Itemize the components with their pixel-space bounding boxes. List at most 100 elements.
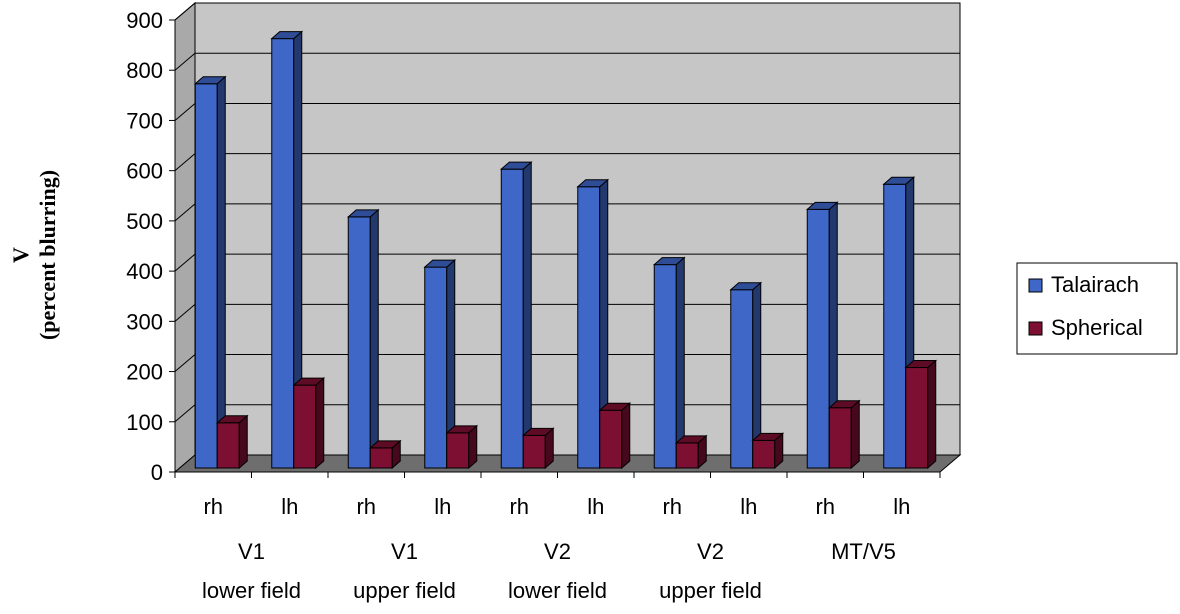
bar-side — [216, 75, 226, 470]
group-label-line2: upper field — [353, 578, 456, 603]
x-tick-label: rh — [509, 494, 529, 519]
legend-swatch — [1028, 321, 1043, 336]
y-tick-label: 500 — [126, 209, 163, 234]
bar-top — [368, 440, 402, 449]
bar-front — [828, 407, 852, 469]
bar-top — [576, 179, 610, 188]
bar-top — [292, 377, 326, 386]
bar-spherical-4 — [521, 427, 555, 470]
bar-top — [346, 209, 380, 218]
y-axis-label-line1: V — [8, 247, 33, 263]
legend-label: Spherical — [1051, 315, 1143, 340]
bar-front — [293, 384, 317, 469]
bar-side — [315, 377, 325, 470]
bar-side — [238, 414, 248, 470]
legend: Talairach Spherical — [1016, 262, 1178, 355]
x-tick-label: rh — [203, 494, 223, 519]
bar-spherical-8 — [827, 399, 861, 470]
bars — [193, 30, 938, 470]
bar-top — [729, 282, 763, 291]
bar-front — [446, 432, 470, 469]
bar-front — [424, 266, 448, 469]
gridline — [174, 52, 960, 71]
legend-box — [1016, 262, 1178, 355]
bar-top — [598, 402, 632, 411]
bar-talairach-8 — [805, 201, 839, 470]
y-tick-label: 200 — [126, 360, 163, 385]
bar-top — [521, 427, 555, 436]
x-tick-label: lh — [740, 494, 757, 519]
gridline — [174, 2, 960, 21]
y-axis-label-line2: (percent blurring) — [35, 170, 60, 340]
side-wall — [174, 1, 196, 474]
group-label-line1: V2 — [697, 539, 724, 564]
bar-spherical-2 — [368, 439, 402, 470]
bar-talairach-5 — [576, 178, 610, 470]
group-label-line2: lower field — [508, 578, 607, 603]
bar-front — [599, 409, 623, 469]
bar-front — [347, 216, 371, 469]
bar-front — [271, 38, 295, 469]
group-label-line1: MT/V5 — [831, 539, 896, 564]
bar-side — [522, 161, 532, 470]
bar-front — [500, 168, 524, 469]
bar-side — [621, 402, 631, 470]
y-tick-label: 600 — [126, 159, 163, 184]
bar-front — [653, 264, 677, 469]
bar-top — [499, 161, 533, 170]
bar-front — [806, 208, 830, 469]
bar-talairach-3 — [423, 259, 457, 470]
y-tick-label: 800 — [126, 58, 163, 83]
x-tick-label: lh — [434, 494, 451, 519]
bar-top — [674, 435, 708, 444]
bar-spherical-9 — [904, 359, 938, 470]
bar-side — [927, 359, 937, 470]
bar-top — [445, 425, 479, 434]
bar-side — [369, 208, 379, 470]
bar-talairach-7 — [729, 281, 763, 470]
bar-spherical-3 — [445, 424, 479, 470]
bar-talairach-6 — [652, 256, 686, 470]
y-tick-label: 0 — [151, 460, 163, 485]
x-tick-label: rh — [356, 494, 376, 519]
bar-spherical-0 — [215, 414, 249, 470]
bar-top — [270, 31, 304, 40]
y-tick-label: 300 — [126, 309, 163, 334]
x-tick-label: lh — [587, 494, 604, 519]
bar-spherical-5 — [598, 402, 632, 470]
bar-front — [883, 183, 907, 469]
bar-talairach-0 — [193, 75, 227, 470]
bar-top — [751, 432, 785, 441]
axes: 0 100 200 300 400 500 600 700 800 900 rh lh rh lh rh lh… — [126, 8, 941, 603]
group-label-line1: V1 — [391, 539, 418, 564]
bar-spherical-7 — [751, 432, 785, 470]
bar-top — [882, 176, 916, 185]
y-tick-label: 100 — [126, 410, 163, 435]
group-label-line2: upper field — [659, 578, 762, 603]
bar-front — [675, 442, 699, 469]
bar-front — [369, 447, 393, 469]
bar-top — [805, 201, 839, 210]
x-tick-label: lh — [281, 494, 298, 519]
legend-swatch — [1028, 278, 1043, 293]
bar-top — [215, 415, 249, 424]
bar-front — [730, 289, 754, 469]
y-tick-label: 700 — [126, 108, 163, 133]
bar-spherical-6 — [674, 434, 708, 470]
group-label-line1: V2 — [544, 539, 571, 564]
group-label-line2: lower field — [202, 578, 301, 603]
bar-side — [850, 399, 860, 470]
x-tick-label: rh — [815, 494, 835, 519]
bar-front — [577, 186, 601, 469]
bar-spherical-1 — [292, 377, 326, 470]
bar-top — [193, 76, 227, 85]
bar-front — [752, 439, 776, 469]
bar-front — [522, 434, 546, 469]
x-tick-label: rh — [662, 494, 682, 519]
y-tick-label: 900 — [126, 8, 163, 33]
bar-top — [827, 400, 861, 409]
bar-front — [905, 367, 929, 469]
legend-label: Talairach — [1051, 272, 1139, 297]
